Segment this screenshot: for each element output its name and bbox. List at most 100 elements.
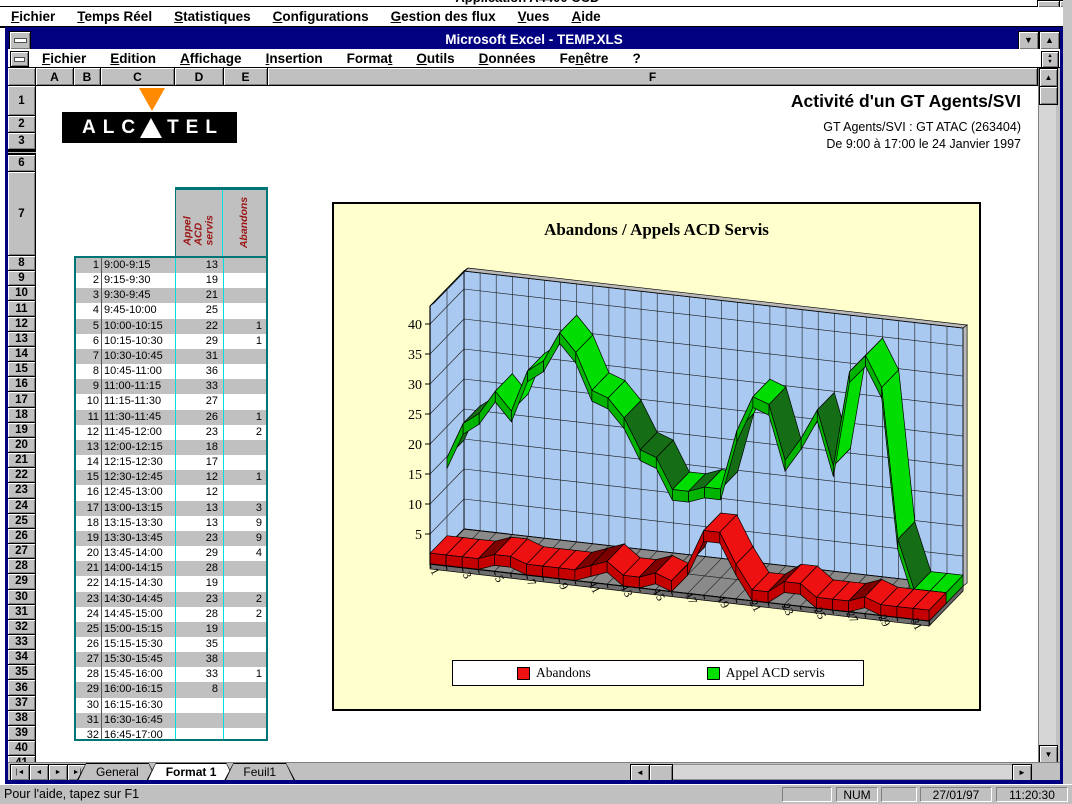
cell-time-range[interactable]: 15:30-15:45: [104, 653, 163, 666]
cell-appel-acd-servis[interactable]: 12: [175, 485, 223, 501]
cell-appel-acd-servis[interactable]: [175, 712, 223, 728]
system-menu-button[interactable]: [9, 31, 31, 50]
cell-abandons[interactable]: 1: [223, 318, 266, 334]
cell-time-range[interactable]: 13:15-13:30: [104, 516, 163, 529]
cell-appel-acd-servis[interactable]: 19: [175, 273, 223, 289]
cell-abandons[interactable]: [223, 379, 266, 395]
cell-index[interactable]: 9: [76, 379, 102, 395]
row-header-21[interactable]: 21: [8, 453, 36, 469]
cell-time-range[interactable]: 16:30-16:45: [104, 713, 163, 726]
cell-time-range[interactable]: 9:00-9:15: [104, 259, 151, 271]
tab-next-button[interactable]: ►: [48, 764, 68, 781]
excel-menu-donn-es[interactable]: Données: [478, 50, 536, 66]
cell-time-range[interactable]: 11:00-11:15: [104, 380, 162, 393]
cell-appel-acd-servis[interactable]: 23: [175, 424, 223, 440]
cell-appel-acd-servis[interactable]: 23: [175, 530, 223, 547]
cell-time-range[interactable]: 12:00-12:15: [104, 440, 163, 453]
tab-first-button[interactable]: |◄: [10, 764, 30, 781]
table-row[interactable]: 23 14:30-14:45 23 2: [76, 591, 266, 607]
cell-time-range[interactable]: 14:30-14:45: [104, 592, 163, 605]
cell-appel-acd-servis[interactable]: 38: [175, 652, 223, 668]
table-row[interactable]: 5 10:00-10:15 22 1: [76, 318, 266, 334]
table-row[interactable]: 15 12:30-12:45 12 1: [76, 470, 266, 486]
row-header-29[interactable]: 29: [8, 574, 36, 590]
table-row[interactable]: 28 15:45-16:00 33 1: [76, 667, 266, 683]
column-header-f[interactable]: F: [268, 68, 1038, 86]
cell-abandons[interactable]: [223, 727, 266, 739]
cell-abandons[interactable]: [223, 652, 266, 668]
sheet-tab-format-1[interactable]: Format 1: [147, 763, 236, 780]
excel-menu-outils[interactable]: Outils: [416, 50, 455, 66]
cell-index[interactable]: 21: [76, 561, 102, 577]
cell-appel-acd-servis[interactable]: 22: [175, 318, 223, 334]
table-row[interactable]: 8 10:45-11:00 36: [76, 364, 266, 380]
parent-menu-statistiques[interactable]: Statistiques: [174, 9, 251, 24]
row-header-24[interactable]: 24: [8, 498, 36, 514]
table-row[interactable]: 27 15:30-15:45 38: [76, 652, 266, 668]
table-row[interactable]: 10 11:15-11:30 27: [76, 394, 266, 410]
row-header-15[interactable]: 15: [8, 362, 36, 378]
cell-index[interactable]: 28: [76, 667, 102, 683]
cell-index[interactable]: 8: [76, 364, 102, 380]
row-header-30[interactable]: 30: [8, 589, 36, 605]
cell-abandons[interactable]: [223, 303, 266, 319]
table-header-appel-acd-servis[interactable]: Appel ACD servis: [181, 215, 216, 246]
table-row[interactable]: 22 14:15-14:30 19: [76, 576, 266, 592]
cell-abandons[interactable]: [223, 712, 266, 728]
tab-prev-button[interactable]: ◄: [29, 764, 49, 781]
cell-abandons[interactable]: [223, 258, 266, 274]
cell-abandons[interactable]: 1: [223, 470, 266, 486]
cell-appel-acd-servis[interactable]: 25: [175, 303, 223, 319]
cell-time-range[interactable]: 12:15-12:30: [104, 456, 163, 469]
cell-appel-acd-servis[interactable]: 26: [175, 409, 223, 425]
cell-index[interactable]: 29: [76, 682, 102, 698]
sheet-tab-feuil1[interactable]: Feuil1: [224, 763, 295, 780]
cell-abandons[interactable]: [223, 273, 266, 289]
cell-abandons[interactable]: 9: [223, 530, 266, 547]
cell-appel-acd-servis[interactable]: 23: [175, 591, 223, 607]
row-header-39[interactable]: 39: [8, 725, 36, 742]
row-header-13[interactable]: 13: [8, 331, 36, 347]
cell-appel-acd-servis[interactable]: 31: [175, 348, 223, 365]
parent-menu-vues[interactable]: Vues: [517, 9, 550, 24]
cell-appel-acd-servis[interactable]: 13: [175, 500, 223, 516]
vertical-scrollbar[interactable]: ▲ ▼: [1038, 68, 1058, 764]
cell-appel-acd-servis[interactable]: 18: [175, 439, 223, 456]
cell-index[interactable]: 31: [76, 712, 102, 728]
cell-appel-acd-servis[interactable]: 35: [175, 637, 223, 653]
table-row[interactable]: 16 12:45-13:00 12: [76, 485, 266, 501]
row-header-22[interactable]: 22: [8, 468, 36, 484]
parent-menu-aide[interactable]: Aide: [571, 9, 601, 24]
cell-appel-acd-servis[interactable]: 13: [175, 258, 223, 274]
cell-time-range[interactable]: 14:00-14:15: [104, 562, 163, 575]
table-row[interactable]: 19 13:30-13:45 23 9: [76, 530, 266, 547]
cell-time-range[interactable]: 16:45-17:00: [104, 728, 163, 741]
cell-appel-acd-servis[interactable]: 28: [175, 561, 223, 577]
cell-abandons[interactable]: 1: [223, 409, 266, 425]
cell-index[interactable]: 23: [76, 591, 102, 607]
cell-time-range[interactable]: 16:00-16:15: [104, 683, 163, 696]
table-row[interactable]: 31 16:30-16:45: [76, 712, 266, 728]
table-row[interactable]: 6 10:15-10:30 29 1: [76, 333, 266, 349]
cell-abandons[interactable]: [223, 288, 266, 304]
row-header-3[interactable]: 3: [8, 133, 36, 150]
cell-time-range[interactable]: 15:45-16:00: [104, 668, 163, 681]
cell-abandons[interactable]: 2: [223, 591, 266, 607]
row-header-32[interactable]: 32: [8, 619, 36, 635]
spreadsheet-grid[interactable]: ALC TEL Activité d'un GT Agents/SVI GT A…: [36, 86, 1038, 762]
cell-index[interactable]: 5: [76, 318, 102, 334]
cell-index[interactable]: 30: [76, 697, 102, 713]
table-row[interactable]: 26 15:15-15:30 35: [76, 637, 266, 653]
cell-appel-acd-servis[interactable]: 12: [175, 470, 223, 486]
cell-abandons[interactable]: [223, 682, 266, 698]
cell-appel-acd-servis[interactable]: 28: [175, 606, 223, 622]
cell-time-range[interactable]: 14:45-15:00: [104, 607, 163, 620]
cell-time-range[interactable]: 15:00-15:15: [104, 622, 163, 635]
cell-index[interactable]: 27: [76, 652, 102, 668]
parent-menu-configurations[interactable]: Configurations: [272, 9, 369, 24]
cell-appel-acd-servis[interactable]: 19: [175, 576, 223, 592]
table-row[interactable]: 25 15:00-15:15 19: [76, 621, 266, 637]
excel-menu-edition[interactable]: Edition: [110, 50, 157, 66]
cell-index[interactable]: 3: [76, 288, 102, 304]
maximize-button[interactable]: ▲: [1039, 31, 1060, 50]
